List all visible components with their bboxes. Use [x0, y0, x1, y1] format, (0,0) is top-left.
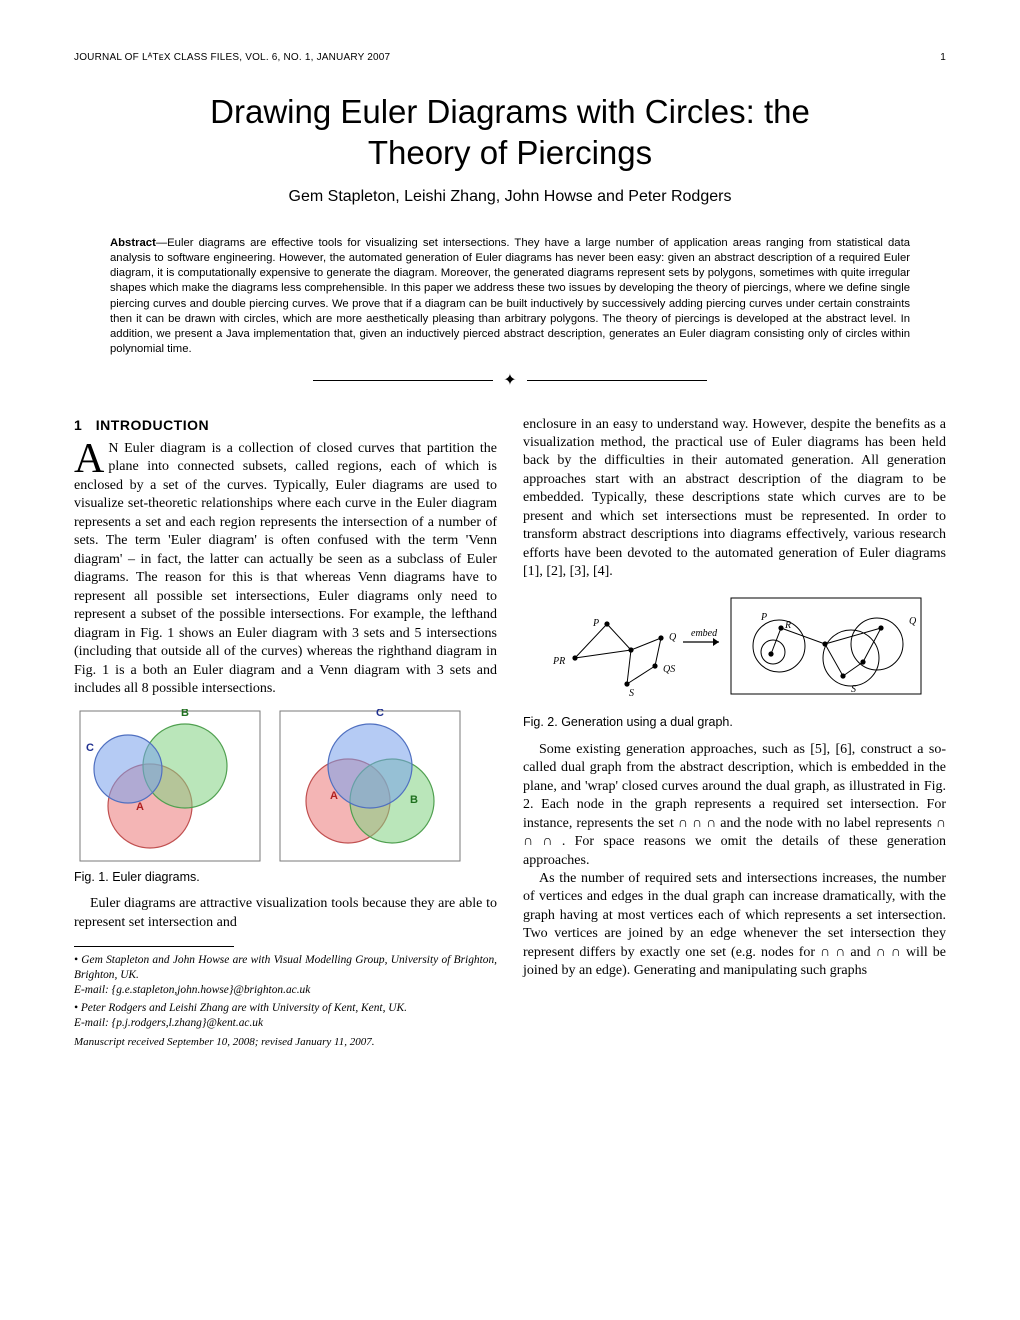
intro-para-2: Euler diagrams are attractive visualizat… [74, 895, 497, 932]
footnote-rule [74, 946, 234, 947]
svg-text:S: S [629, 688, 634, 699]
footnotes: Gem Stapleton and John Howse are with Vi… [74, 953, 497, 1049]
intro-para-5: As the number of required sets and inter… [523, 870, 946, 981]
section-heading: 1 INTRODUCTION [74, 416, 497, 434]
intro-para-4: Some existing generation approaches, suc… [523, 741, 946, 870]
abstract: Abstract—Euler diagrams are effective to… [110, 236, 910, 358]
section-name: INTRODUCTION [96, 417, 209, 433]
svg-text:P: P [760, 612, 767, 623]
figure-1: A B C A B C Fig. 1. Euler diagrams. [74, 709, 497, 886]
paper-title: Drawing Euler Diagrams with Circles: the… [74, 91, 946, 174]
manuscript-info: Manuscript received September 10, 2008; … [74, 1035, 497, 1049]
author-line: Gem Stapleton, Leishi Zhang, John Howse … [74, 188, 946, 206]
svg-text:C: C [376, 709, 384, 719]
svg-text:S: S [851, 684, 856, 695]
svg-text:embed: embed [691, 628, 718, 639]
figure-2-svg: PPRQQSSembedPRQS [523, 592, 933, 702]
svg-text:A: A [136, 801, 144, 813]
intro-para-1: AN Euler diagram is a collection of clos… [74, 440, 497, 699]
abstract-text: —Euler diagrams are effective tools for … [110, 237, 910, 356]
svg-text:Q: Q [669, 632, 677, 643]
footnote-1: Gem Stapleton and John Howse are with Vi… [74, 953, 497, 997]
svg-text:A: A [330, 790, 338, 802]
svg-text:PR: PR [552, 656, 565, 667]
figure-2: PPRQQSSembedPRQS Fig. 2. Generation usin… [523, 592, 946, 731]
svg-text:P: P [592, 618, 599, 629]
section-divider: ✦ [74, 370, 946, 390]
svg-text:B: B [181, 709, 189, 719]
figure-2-caption: Fig. 2. Generation using a dual graph. [523, 714, 946, 731]
footnote-2: Peter Rodgers and Leishi Zhang are with … [74, 1001, 497, 1031]
figure-1-caption: Fig. 1. Euler diagrams. [74, 869, 497, 886]
running-header: JOURNAL OF LᴬTᴇX CLASS FILES, VOL. 6, NO… [74, 52, 946, 63]
abstract-label: Abstract [110, 237, 156, 249]
intro-para-3: enclosure in an easy to understand way. … [523, 416, 946, 582]
svg-text:R: R [784, 620, 791, 631]
figure-1-svg: A B C A B C [74, 709, 466, 863]
svg-text:Q: Q [909, 616, 917, 627]
section-number: 1 [74, 417, 82, 433]
dropcap: A [74, 440, 108, 476]
svg-text:C: C [86, 742, 94, 754]
page-number: 1 [940, 52, 946, 63]
svg-text:B: B [410, 794, 418, 806]
journal-header: JOURNAL OF LᴬTᴇX CLASS FILES, VOL. 6, NO… [74, 52, 390, 63]
svg-text:QS: QS [663, 664, 675, 675]
